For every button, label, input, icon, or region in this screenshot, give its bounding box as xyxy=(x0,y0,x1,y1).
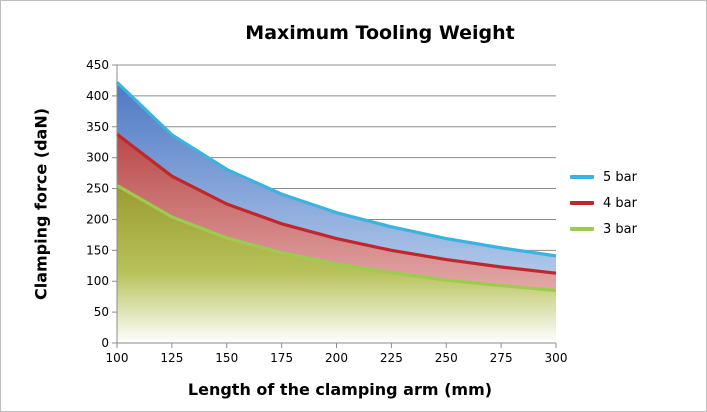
y-tick-label: 50 xyxy=(94,305,109,319)
y-tick-label: 250 xyxy=(86,182,109,196)
x-tick-label: 200 xyxy=(325,351,348,365)
legend: 5 bar 4 bar 3 bar xyxy=(570,164,637,242)
y-tick-label: 400 xyxy=(86,89,109,103)
legend-item-4-bar: 4 bar xyxy=(570,190,637,216)
y-tick-label: 450 xyxy=(86,58,109,72)
y-tick-label: 100 xyxy=(86,274,109,288)
series-line-3-bar xyxy=(116,184,557,293)
y-axis-label: Clamping force (daN) xyxy=(31,107,51,301)
legend-label: 3 bar xyxy=(603,221,637,237)
y-tick-label: 200 xyxy=(86,212,109,226)
x-tick-label: 250 xyxy=(435,351,458,365)
x-tick-label: 150 xyxy=(215,351,238,365)
legend-label: 5 bar xyxy=(603,169,637,185)
legend-swatch-5-bar xyxy=(570,175,594,179)
y-tick-label: 150 xyxy=(86,243,109,257)
series-line-5-bar xyxy=(115,81,557,258)
y-tick-label: 300 xyxy=(86,151,109,165)
legend-swatch-3-bar xyxy=(570,227,594,231)
x-tick-label: 225 xyxy=(380,351,403,365)
x-tick-label: 125 xyxy=(160,351,183,365)
legend-item-3-bar: 3 bar xyxy=(570,216,637,242)
series-line-4-bar xyxy=(116,132,557,275)
y-tick-label: 0 xyxy=(101,336,109,350)
legend-swatch-4-bar xyxy=(570,201,594,205)
x-tick-label: 175 xyxy=(270,351,293,365)
x-tick-label: 275 xyxy=(490,351,513,365)
legend-label: 4 bar xyxy=(603,195,637,211)
x-tick-label: 300 xyxy=(545,351,568,365)
x-tick-label: 100 xyxy=(106,351,129,365)
legend-item-5-bar: 5 bar xyxy=(570,164,637,190)
chart-title: Maximum Tooling Weight xyxy=(245,22,515,44)
x-axis-label: Length of the clamping arm (mm) xyxy=(187,380,493,399)
y-tick-label: 350 xyxy=(86,120,109,134)
